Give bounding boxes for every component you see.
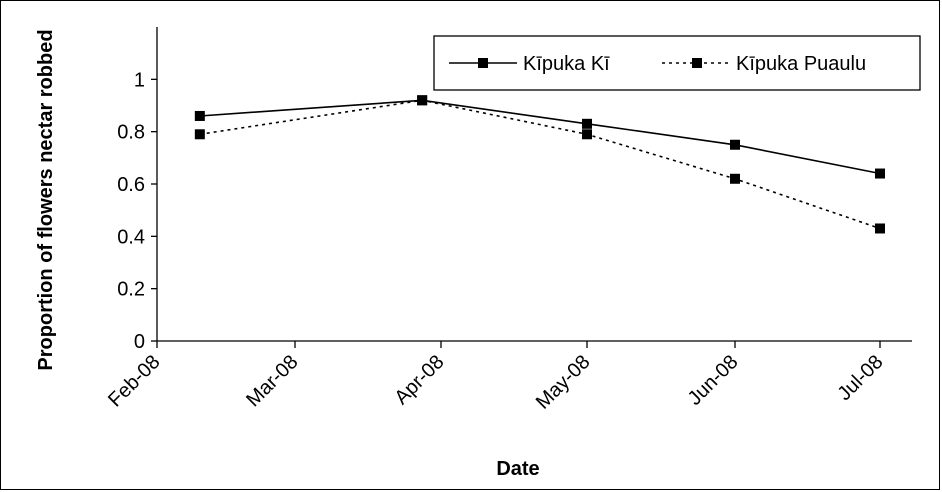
series-line <box>199 99 881 175</box>
y-tick-label: 0.2 <box>117 279 145 301</box>
series-line <box>199 99 881 230</box>
y-tick-label: 0.8 <box>117 122 145 144</box>
y-axis-title: Proportion of flowers nectar robbed <box>35 29 57 370</box>
data-point-marker <box>417 95 428 106</box>
series-2 <box>194 95 885 234</box>
data-point-marker <box>194 110 205 121</box>
data-point-marker <box>730 139 740 150</box>
y-tick-label: 0.6 <box>117 174 145 196</box>
y-tick-label: 0.4 <box>117 226 145 248</box>
x-tick-label: May-08 <box>532 351 595 414</box>
data-point-marker <box>582 129 592 140</box>
legend-label: Kīpuka Kī <box>523 53 610 75</box>
data-point-marker <box>875 223 885 234</box>
x-tick-label: Apr-08 <box>391 351 449 409</box>
legend-marker <box>478 58 488 68</box>
x-tick-label: Feb-08 <box>104 351 164 411</box>
x-tick-label: Jun-08 <box>684 351 743 410</box>
x-axis-title: Date <box>496 458 539 480</box>
legend-label: Kīpuka Puaulu <box>736 53 866 75</box>
y-tick-label: 0 <box>134 331 145 353</box>
data-point-marker <box>730 173 740 184</box>
y-tick-label: 1 <box>134 69 145 91</box>
data-point-marker <box>875 168 885 179</box>
legend: Kīpuka Kī Kīpuka Puaulu <box>433 35 921 91</box>
data-point-marker <box>582 118 592 129</box>
x-tick-label: Jul-08 <box>833 351 887 405</box>
series-1 <box>194 95 885 179</box>
series-layer <box>194 95 885 234</box>
legend-marker <box>692 58 702 68</box>
x-tick-label: Mar-08 <box>242 351 302 411</box>
data-point-marker <box>194 129 205 140</box>
